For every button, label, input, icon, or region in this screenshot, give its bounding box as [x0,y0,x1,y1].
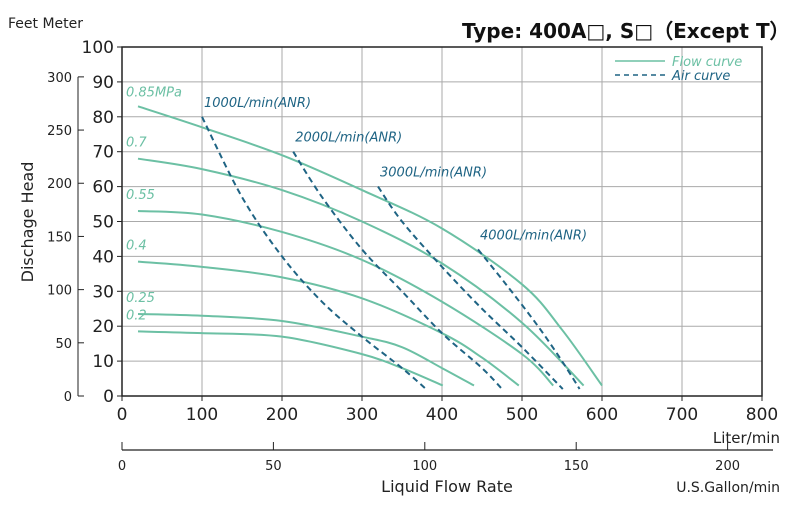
gallon-tick-label: 150 [564,459,589,474]
x-tick-label: 200 [266,405,298,425]
flow-curve-0.85MPa [137,105,603,387]
x-tick-label: 500 [506,405,538,425]
air-curve-3000L/min(ANR) [377,186,564,390]
flow-curve-label: 0.7 [126,136,147,151]
flow-curve-label: 0.2 [126,308,147,323]
y-tick-label: 70 [92,143,114,163]
y-tick-label: 0 [103,387,114,407]
gallon-tick-label: 100 [412,459,437,474]
air-curve-label: 4000L/min(ANR) [480,228,587,243]
y-tick-label: 90 [92,73,114,93]
feet-tick-label: 250 [47,124,72,139]
x-tick-label: 400 [426,405,458,425]
x-axis-label: Liquid Flow Rate [381,477,513,496]
flow-curve-label: 0.85MPa [126,85,182,100]
air-curve-label: 1000L/min(ANR) [204,96,311,111]
chart-title: Type: 400A□, S□（Except T） [462,19,790,43]
flow-curve-0.7 [137,157,585,387]
y-axis-label: Dischage Head [18,162,37,283]
air-curve-1000L/min(ANR) [201,116,427,390]
feet-tick-label: 50 [55,337,72,352]
flow-curve-label: 0.55 [126,188,155,203]
legend-air-label: Air curve [671,69,730,84]
gallon-tick-label: 0 [118,459,126,474]
x-unit-label: Liter/min [713,429,780,447]
feet-tick-label: 150 [47,230,72,245]
x-tick-label: 700 [666,405,698,425]
y-tick-label: 80 [92,108,114,128]
flow-curve-0.4 [137,260,520,387]
plot-frame [121,46,763,397]
air-curve-2000L/min(ANR) [292,151,503,390]
y-tick-label: 40 [92,247,114,267]
air-curve-4000L/min(ANR) [477,248,581,390]
flow-curve-0.55 [137,210,554,387]
flow-curve-label: 0.25 [126,291,155,306]
x-tick-label: 300 [346,405,378,425]
air-curve-label: 3000L/min(ANR) [380,166,487,181]
y-tick-label: 20 [92,317,114,337]
air-curve-label: 2000L/min(ANR) [295,131,402,146]
feet-tick-label: 300 [47,71,72,86]
x-tick-label: 0 [117,405,128,425]
y-tick-label: 50 [92,213,114,233]
flow-curve-0.2 [137,330,444,387]
legend: Flow curve Air curve [615,55,742,84]
feet-tick-label: 200 [47,177,72,192]
gallon-tick-label: 200 [715,459,740,474]
feet-tick-label: 0 [64,390,72,405]
x-tick-label: 800 [746,405,778,425]
feet-tick-label: 100 [47,284,72,299]
y-tick-label: 60 [92,178,114,198]
units-left-label: Feet Meter [8,16,83,32]
x-tick-label: 600 [586,405,618,425]
y-tick-label: 100 [82,38,114,58]
x2-unit-label: U.S.Gallon/min [676,480,780,496]
y-tick-label: 30 [92,282,114,302]
x-tick-label: 100 [186,405,218,425]
gallon-tick-label: 50 [265,459,282,474]
flow-curve-label: 0.4 [126,239,147,254]
legend-flow-label: Flow curve [672,55,742,70]
flow-curve-0.25 [137,312,475,387]
y-tick-label: 10 [92,352,114,372]
